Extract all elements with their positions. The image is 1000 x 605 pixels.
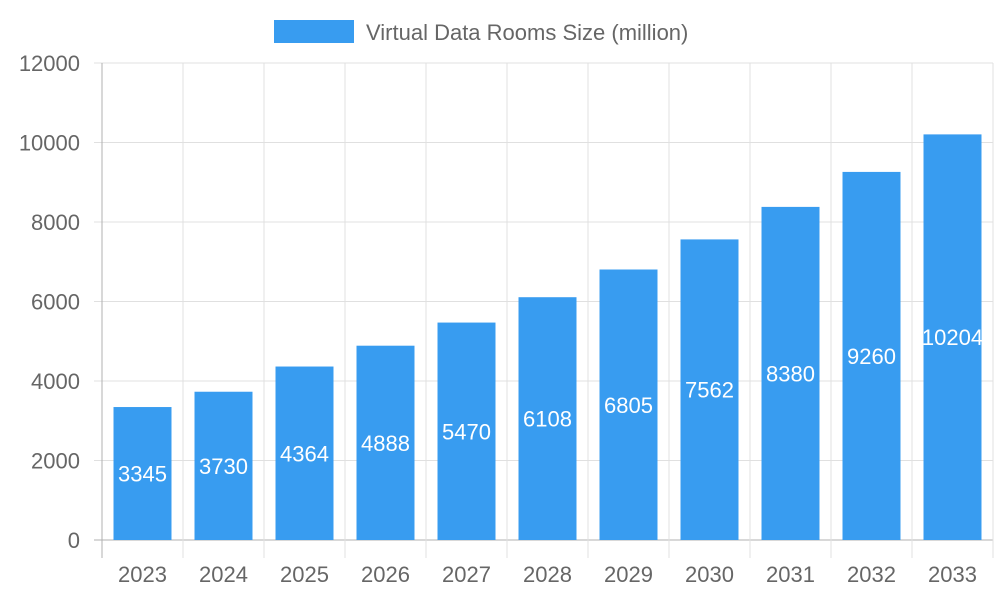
bar [356, 345, 415, 540]
bar-value-label: 3730 [199, 454, 248, 479]
legend-label: Virtual Data Rooms Size (million) [366, 20, 688, 45]
bar [599, 269, 658, 540]
y-tick-label: 2000 [31, 449, 80, 474]
bar-value-label: 10204 [922, 325, 983, 350]
y-tick-label: 12000 [19, 51, 80, 76]
bar-value-label: 3345 [118, 462, 167, 487]
x-tick-label: 2031 [766, 562, 815, 587]
bar-value-label: 4364 [280, 441, 329, 466]
bar [680, 239, 739, 540]
bar-value-label: 8380 [766, 361, 815, 386]
x-tick-label: 2030 [685, 562, 734, 587]
x-tick-label: 2026 [361, 562, 410, 587]
bar-value-label: 7562 [685, 378, 734, 403]
bar-value-label: 5470 [442, 419, 491, 444]
y-tick-label: 6000 [31, 290, 80, 315]
x-tick-label: 2028 [523, 562, 572, 587]
legend: Virtual Data Rooms Size (million) [274, 20, 688, 45]
x-tick-label: 2023 [118, 562, 167, 587]
x-tick-label: 2032 [847, 562, 896, 587]
legend-swatch [274, 20, 354, 43]
bar [437, 322, 496, 540]
x-tick-label: 2027 [442, 562, 491, 587]
bar-value-label: 6805 [604, 393, 653, 418]
y-tick-label: 0 [68, 528, 80, 553]
y-tick-label: 8000 [31, 210, 80, 235]
x-tick-label: 2024 [199, 562, 248, 587]
bar-value-label: 9260 [847, 344, 896, 369]
bar [761, 206, 820, 540]
bar [518, 297, 577, 540]
bar [923, 134, 982, 541]
bar [113, 407, 172, 540]
bar [194, 391, 253, 540]
x-tick-label: 2025 [280, 562, 329, 587]
bar-value-label: 4888 [361, 431, 410, 456]
bar [275, 366, 334, 540]
x-tick-label: 2029 [604, 562, 653, 587]
bar [842, 171, 901, 541]
x-tick-label: 2033 [928, 562, 977, 587]
y-tick-label: 10000 [19, 131, 80, 156]
y-tick-label: 4000 [31, 369, 80, 394]
bar-value-label: 6108 [523, 407, 572, 432]
